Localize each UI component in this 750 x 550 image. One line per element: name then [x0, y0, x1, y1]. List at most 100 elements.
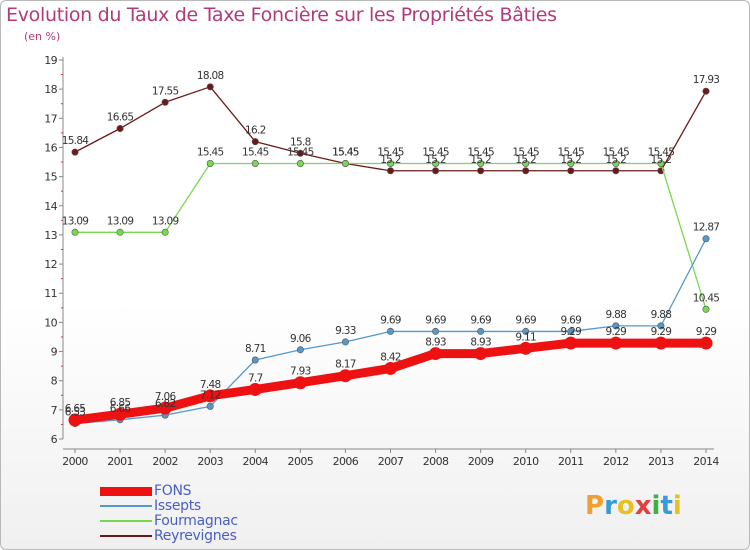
data-point-reyrevignes [251, 138, 259, 146]
data-point-fons [519, 341, 533, 355]
data-point-fourmagnac [657, 159, 665, 167]
series-line-fourmagnac [75, 162, 707, 310]
data-label-issepts: 6.66 [110, 403, 132, 415]
data-point-fourmagnac [432, 159, 440, 167]
data-label-fourmagnac: 15.45 [332, 146, 359, 158]
axes: 6 7 8 9 10 11 12 13 14 15 16 17 18 19 2000 2001 2002 2003… [44, 54, 720, 468]
y-tick-label: 9 [51, 346, 58, 359]
x-tick-label: 2004 [242, 455, 268, 468]
data-point-fons [248, 382, 262, 396]
data-point-issepts [206, 402, 214, 410]
data-point-reyrevignes [477, 167, 485, 175]
data-point-fons [113, 407, 127, 421]
y-tick-label: 10 [44, 316, 57, 329]
data-point-fons [158, 401, 172, 415]
y-tick-label: 17 [44, 112, 57, 125]
data-point-fons [654, 336, 668, 350]
data-label-fons: 8.93 [470, 337, 491, 349]
data-label-fons: 6.65 [65, 403, 86, 415]
data-label-issepts: 9.06 [290, 333, 312, 345]
data-label-issepts: 9.69 [560, 314, 581, 326]
data-point-fons [474, 347, 488, 361]
data-point-issepts [251, 356, 259, 364]
line-chart: 6 7 8 9 10 11 12 13 14 15 16 17 18 19 2000 2001 2002 2003… [44, 54, 720, 468]
data-point-fons [609, 336, 623, 350]
data-point-issepts [386, 327, 394, 335]
data-label-fourmagnac: 15.45 [467, 146, 494, 158]
data-label-reyrevignes: 15.8 [290, 136, 311, 148]
data-point-fourmagnac [567, 159, 575, 167]
data-label-reyrevignes: 15.2 [651, 154, 672, 166]
data-label-reyrevignes: 16.2 [245, 125, 266, 137]
legend-label: Fourmagnac [154, 513, 238, 529]
data-label-fons: 9.29 [560, 326, 581, 338]
data-point-reyrevignes [612, 167, 620, 175]
data-point-fons [203, 389, 217, 403]
data-label-fourmagnac: 15.45 [197, 146, 224, 158]
data-point-fourmagnac [477, 159, 485, 167]
y-tick-label: 19 [44, 54, 57, 67]
data-point-issepts [702, 235, 710, 243]
y-tick-label: 7 [51, 404, 58, 417]
data-label-issepts: 7.12 [200, 389, 221, 401]
data-point-issepts [657, 322, 665, 330]
x-tick-label: 2000 [62, 455, 88, 468]
legend-label: Reyrevignes [154, 528, 237, 544]
data-point-reyrevignes [522, 167, 530, 175]
data-label-fourmagnac: 15.45 [242, 146, 269, 158]
y-tick-label: 13 [44, 229, 57, 242]
data-label-reyrevignes: 15.84 [62, 135, 90, 147]
data-label-fourmagnac: 15.45 [287, 146, 314, 158]
proxiti-logo: Proxiti [585, 491, 682, 521]
data-label-fons: 7.48 [200, 379, 221, 391]
data-point-fons [293, 376, 307, 390]
data-label-fons: 8.42 [380, 351, 401, 363]
data-label-fourmagnac: 13.09 [107, 215, 134, 227]
data-label-fons: 9.29 [651, 326, 672, 338]
y-tick-label: 16 [44, 141, 57, 154]
data-point-fourmagnac [341, 159, 349, 167]
chart-subtitle: (en %) [24, 30, 61, 43]
data-label-issepts: 9.33 [335, 325, 356, 337]
data-point-fons [699, 336, 713, 350]
legend-swatch [100, 520, 152, 522]
data-point-reyrevignes [296, 149, 304, 157]
data-label-reyrevignes: 16.65 [107, 112, 134, 124]
data-label-reyrevignes: 17.93 [693, 74, 720, 86]
data-label-reyrevignes: 15.45 [332, 146, 359, 158]
y-tick-label: 8 [51, 375, 58, 388]
data-label-fourmagnac: 13.09 [152, 215, 179, 227]
data-label-fons: 7.93 [290, 366, 311, 378]
x-tick-label: 2012 [603, 455, 629, 468]
data-label-issepts: 8.71 [245, 343, 266, 355]
data-point-fourmagnac [702, 305, 710, 313]
x-tick-label: 2006 [333, 455, 359, 468]
data-point-fourmagnac [522, 159, 530, 167]
data-label-fons: 9.11 [515, 331, 536, 343]
data-label-issepts: 9.88 [606, 309, 627, 321]
data-label-fourmagnac: 13.09 [62, 215, 89, 227]
legend-swatch [100, 535, 152, 537]
data-point-issepts [432, 327, 440, 335]
data-label-reyrevignes: 15.2 [425, 154, 446, 166]
data-point-fons [564, 336, 578, 350]
data-label-fons: 9.29 [696, 326, 717, 338]
data-label-fourmagnac: 15.45 [558, 146, 585, 158]
data-label-reyrevignes: 15.2 [515, 154, 536, 166]
data-label-fourmagnac: 15.45 [377, 146, 404, 158]
data-label-issepts: 9.69 [380, 314, 401, 326]
x-tick-label: 2009 [468, 455, 494, 468]
legend-label: FONS [154, 483, 192, 499]
data-point-issepts [522, 327, 530, 335]
data-point-reyrevignes [702, 87, 710, 95]
data-label-fourmagnac: 15.45 [603, 146, 630, 158]
data-label-fons: 9.29 [606, 326, 627, 338]
x-tick-label: 2010 [513, 455, 539, 468]
x-tick-label: 2008 [423, 455, 449, 468]
data-point-reyrevignes [206, 83, 214, 91]
legend-item-fons: FONS [100, 483, 300, 499]
data-label-fourmagnac: 15.45 [648, 146, 675, 158]
data-point-fourmagnac [116, 228, 124, 236]
data-label-fourmagnac: 15.45 [422, 146, 449, 158]
